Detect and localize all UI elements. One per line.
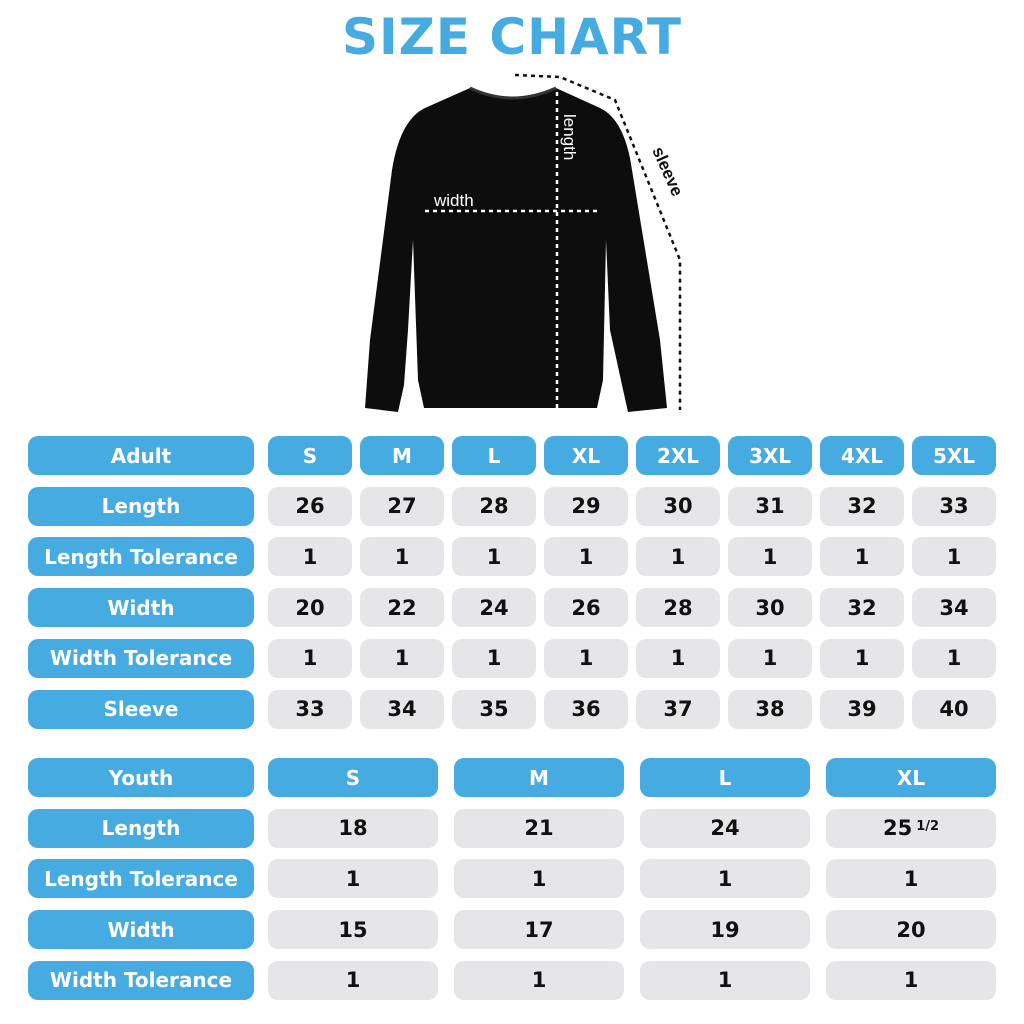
value-cell: 19 bbox=[640, 910, 810, 950]
row-label-sleeve: Sleeve bbox=[28, 689, 254, 729]
youth-header: Youth bbox=[28, 758, 254, 797]
value-cell: 1 bbox=[826, 859, 996, 899]
adult-size-m: M bbox=[360, 436, 444, 475]
value-cell: 34 bbox=[360, 689, 444, 729]
adult-size-4xl: 4XL bbox=[820, 436, 904, 475]
value-cell: 1 bbox=[360, 537, 444, 577]
adult-size-l: L bbox=[452, 436, 536, 475]
value-cell: 1 bbox=[640, 960, 810, 1000]
value-cell: 20 bbox=[268, 588, 352, 628]
sleeve-label: sleeve bbox=[648, 144, 687, 199]
youth-size-l: L bbox=[640, 758, 810, 797]
value-cell: 30 bbox=[728, 588, 812, 628]
youth-size-m: M bbox=[454, 758, 624, 797]
value-whole: 25 bbox=[882, 816, 913, 841]
value-cell: 1 bbox=[454, 960, 624, 1000]
adult-size-5xl: 5XL bbox=[912, 436, 996, 475]
value-cell: 36 bbox=[544, 689, 628, 729]
value-cell: 32 bbox=[820, 588, 904, 628]
value-cell: 1 bbox=[544, 537, 628, 577]
value-cell: 1 bbox=[452, 537, 536, 577]
row-label-length-tolerance: Length Tolerance bbox=[28, 859, 254, 899]
value-cell: 26 bbox=[544, 588, 628, 628]
row-label-length-tolerance: Length Tolerance bbox=[28, 537, 254, 577]
value-cell: 25 1/2 bbox=[826, 808, 996, 848]
value-cell: 1 bbox=[268, 638, 352, 678]
row-label-length: Length bbox=[28, 486, 254, 526]
value-cell: 28 bbox=[452, 486, 536, 526]
row-label-width-tolerance: Width Tolerance bbox=[28, 960, 254, 1000]
adult-size-2xl: 2XL bbox=[636, 436, 720, 475]
value-cell: 1 bbox=[268, 859, 438, 899]
value-cell: 39 bbox=[820, 689, 904, 729]
page-title: SIZE CHART bbox=[341, 8, 683, 66]
youth-size-xl: XL bbox=[826, 758, 996, 797]
value-cell: 15 bbox=[268, 910, 438, 950]
row-label-width: Width bbox=[28, 588, 254, 628]
value-cell: 1 bbox=[544, 638, 628, 678]
value-cell: 31 bbox=[728, 486, 812, 526]
value-cell: 1 bbox=[454, 859, 624, 899]
value-cell: 24 bbox=[452, 588, 536, 628]
value-cell: 1 bbox=[826, 960, 996, 1000]
value-cell: 18 bbox=[268, 808, 438, 848]
value-cell: 27 bbox=[360, 486, 444, 526]
value-cell: 40 bbox=[912, 689, 996, 729]
youth-size-s: S bbox=[268, 758, 438, 797]
value-cell: 1 bbox=[636, 537, 720, 577]
value-cell: 1 bbox=[360, 638, 444, 678]
row-label-length: Length bbox=[28, 808, 254, 848]
sweatshirt-diagram: width length sleeve bbox=[365, 73, 687, 412]
value-cell: 1 bbox=[912, 537, 996, 577]
value-cell: 38 bbox=[728, 689, 812, 729]
value-cell: 29 bbox=[544, 486, 628, 526]
width-label: width bbox=[433, 191, 474, 210]
value-cell: 26 bbox=[268, 486, 352, 526]
value-cell: 1 bbox=[728, 537, 812, 577]
value-cell: 1 bbox=[636, 638, 720, 678]
value-cell: 1 bbox=[268, 537, 352, 577]
value-cell: 21 bbox=[454, 808, 624, 848]
value-cell: 37 bbox=[636, 689, 720, 729]
value-cell: 20 bbox=[826, 910, 996, 950]
value-cell: 1 bbox=[452, 638, 536, 678]
adult-size-s: S bbox=[268, 436, 352, 475]
adult-size-3xl: 3XL bbox=[728, 436, 812, 475]
value-cell: 1 bbox=[820, 638, 904, 678]
value-cell: 28 bbox=[636, 588, 720, 628]
adult-header: Adult bbox=[28, 436, 254, 475]
row-label-width: Width bbox=[28, 910, 254, 950]
value-cell: 1 bbox=[268, 960, 438, 1000]
value-cell: 22 bbox=[360, 588, 444, 628]
sweatshirt-image bbox=[365, 88, 667, 412]
value-cell: 32 bbox=[820, 486, 904, 526]
value-cell: 35 bbox=[452, 689, 536, 729]
value-cell: 1 bbox=[912, 638, 996, 678]
value-cell: 1 bbox=[728, 638, 812, 678]
value-cell: 34 bbox=[912, 588, 996, 628]
value-cell: 33 bbox=[912, 486, 996, 526]
value-cell: 24 bbox=[640, 808, 810, 848]
value-cell: 1 bbox=[640, 859, 810, 899]
value-cell: 1 bbox=[820, 537, 904, 577]
adult-size-xl: XL bbox=[544, 436, 628, 475]
value-fraction: 1/2 bbox=[916, 818, 940, 834]
length-label: length bbox=[560, 114, 579, 160]
row-label-width-tolerance: Width Tolerance bbox=[28, 638, 254, 678]
value-cell: 33 bbox=[268, 689, 352, 729]
value-cell: 17 bbox=[454, 910, 624, 950]
value-cell: 30 bbox=[636, 486, 720, 526]
